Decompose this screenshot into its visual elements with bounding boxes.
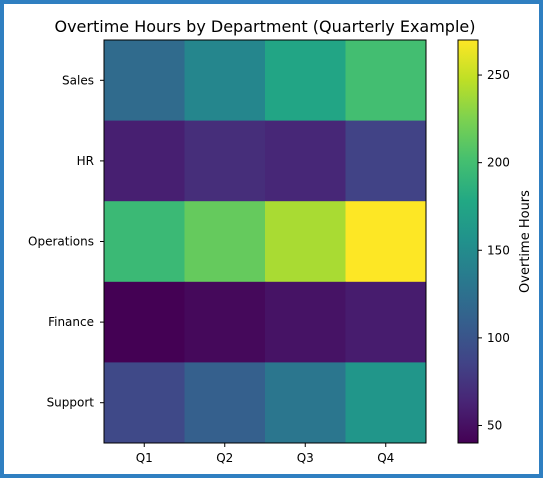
colorbar-tick-label: 250 xyxy=(487,68,510,82)
x-tick-label: Q4 xyxy=(377,451,394,465)
heatmap-cell xyxy=(184,201,266,283)
heatmap-cell xyxy=(265,362,346,444)
x-axis-ticks: Q1 Q2 Q3 Q4 xyxy=(136,443,394,465)
heatmap-cell xyxy=(345,362,427,444)
heatmap-cell xyxy=(265,120,346,202)
colorbar-label: Overtime Hours xyxy=(518,190,533,293)
heatmap-cell xyxy=(184,120,266,202)
x-tick-label: Q1 xyxy=(136,451,153,465)
heatmap-cell xyxy=(184,281,266,363)
heatmap-cell xyxy=(265,281,346,363)
heatmap-cell xyxy=(345,201,427,283)
heatmap-cell xyxy=(104,281,185,363)
heatmap-cells xyxy=(104,40,427,444)
colorbar xyxy=(457,39,479,444)
y-tick-label: Sales xyxy=(62,73,94,87)
x-tick-label: Q2 xyxy=(216,451,233,465)
heatmap-cell xyxy=(104,201,185,283)
heatmap-cell xyxy=(104,120,185,202)
heatmap-cell xyxy=(184,362,266,444)
y-tick-label: HR xyxy=(77,154,94,168)
colorbar-tick-label: 150 xyxy=(487,243,510,257)
heatmap-cell xyxy=(184,40,266,122)
heatmap-cell xyxy=(345,281,427,363)
heatmap-cell xyxy=(345,120,427,202)
colorbar-ticks: 50 100 150 200 250 xyxy=(478,68,510,432)
x-tick-label: Q3 xyxy=(297,451,314,465)
heatmap-cell xyxy=(104,40,185,122)
y-axis-ticks: Sales HR Operations Finance Support xyxy=(28,73,104,410)
heatmap-chart: Overtime Hours by Department (Quarterly … xyxy=(28,17,533,465)
heatmap-cell xyxy=(345,40,427,122)
heatmap-cell xyxy=(265,40,346,122)
colorbar-tick-label: 50 xyxy=(487,418,502,432)
y-tick-label: Support xyxy=(47,396,95,410)
y-tick-label: Finance xyxy=(48,315,94,329)
chart-title: Overtime Hours by Department (Quarterly … xyxy=(54,17,475,36)
colorbar-tick-label: 200 xyxy=(487,156,510,170)
colorbar-tick-label: 100 xyxy=(487,331,510,345)
heatmap-cell xyxy=(104,362,185,444)
y-tick-label: Operations xyxy=(28,235,94,249)
heatmap-cell xyxy=(265,201,346,283)
